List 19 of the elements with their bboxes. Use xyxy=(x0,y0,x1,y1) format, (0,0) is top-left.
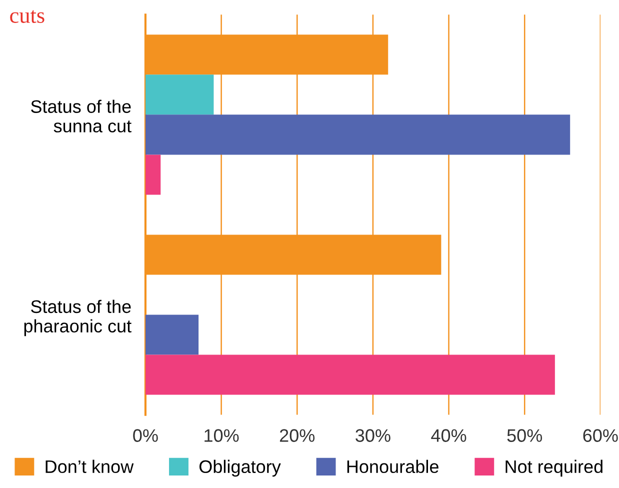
legend-label: Honourable xyxy=(347,460,438,474)
bar xyxy=(145,314,199,355)
y-tick-label: Status of the pharaonic cut xyxy=(24,300,132,336)
y-tick-label: Status of the sunna cut xyxy=(31,100,132,132)
legend-label: Obligatory xyxy=(199,460,281,477)
legend-label: Not required xyxy=(506,460,602,477)
x-tick-label: 30% xyxy=(356,429,390,442)
bar xyxy=(145,114,570,155)
bar xyxy=(145,354,555,395)
x-tick-label: 10% xyxy=(204,429,239,442)
bar xyxy=(145,74,214,115)
x-tick-label: 50% xyxy=(507,429,542,442)
x-tick-label: 60% xyxy=(583,429,618,442)
x-tick-label: 20% xyxy=(280,429,315,442)
bar xyxy=(145,154,161,195)
x-tick-label: 40% xyxy=(431,429,466,442)
x-tick-label: 0% xyxy=(133,429,158,442)
legend-label: Don’t know xyxy=(46,460,134,474)
chart-title: cuts xyxy=(10,10,44,23)
